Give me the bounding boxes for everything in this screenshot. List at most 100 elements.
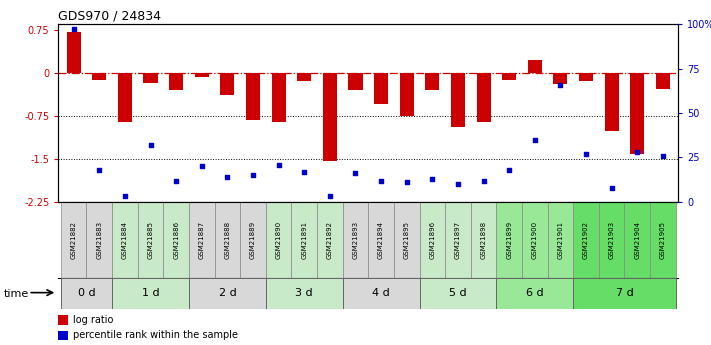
Bar: [343, 202, 368, 278]
Bar: [368, 202, 394, 278]
Text: 7 d: 7 d: [616, 288, 634, 298]
Text: GSM21883: GSM21883: [96, 221, 102, 259]
Point: [580, 151, 592, 157]
Bar: [58, 315, 68, 325]
Text: 4 d: 4 d: [373, 288, 390, 298]
Bar: [87, 202, 112, 278]
Point: [350, 171, 361, 176]
Bar: [272, 73, 286, 121]
Bar: [630, 73, 644, 154]
Point: [171, 178, 182, 183]
Text: GSM21885: GSM21885: [147, 221, 154, 259]
Text: GSM21902: GSM21902: [583, 221, 589, 259]
Point: [555, 82, 566, 87]
Bar: [323, 73, 337, 160]
Bar: [656, 73, 670, 89]
Point: [631, 149, 643, 155]
Point: [196, 164, 208, 169]
Point: [145, 142, 156, 148]
Bar: [419, 202, 445, 278]
Text: GSM21904: GSM21904: [634, 221, 641, 259]
Bar: [471, 202, 496, 278]
Bar: [348, 73, 363, 90]
Text: GSM21900: GSM21900: [532, 221, 538, 259]
Bar: [502, 73, 516, 80]
Bar: [599, 202, 624, 278]
Point: [299, 169, 310, 174]
Bar: [573, 278, 675, 309]
Point: [529, 137, 540, 142]
Bar: [189, 202, 215, 278]
Bar: [573, 202, 599, 278]
Bar: [553, 73, 567, 84]
Point: [324, 194, 336, 199]
Bar: [164, 202, 189, 278]
Point: [606, 185, 617, 190]
Text: GSM21884: GSM21884: [122, 221, 128, 259]
Bar: [58, 331, 68, 340]
Text: GSM21893: GSM21893: [353, 221, 358, 259]
Bar: [650, 202, 675, 278]
Text: GSM21897: GSM21897: [455, 221, 461, 259]
Bar: [138, 202, 164, 278]
Bar: [189, 278, 266, 309]
Bar: [476, 73, 491, 121]
Bar: [61, 202, 87, 278]
Text: GSM21899: GSM21899: [506, 221, 512, 259]
Point: [452, 181, 464, 187]
Text: 3 d: 3 d: [296, 288, 313, 298]
Point: [657, 153, 668, 158]
Bar: [343, 278, 419, 309]
Bar: [451, 73, 465, 127]
Bar: [61, 278, 112, 309]
Point: [427, 176, 438, 181]
Text: GSM21888: GSM21888: [225, 221, 230, 259]
Point: [119, 194, 131, 199]
Text: GSM21887: GSM21887: [199, 221, 205, 259]
Text: GSM21903: GSM21903: [609, 221, 615, 259]
Bar: [547, 202, 573, 278]
Text: GSM21896: GSM21896: [429, 221, 435, 259]
Text: 1 d: 1 d: [141, 288, 159, 298]
Bar: [240, 202, 266, 278]
Text: GSM21895: GSM21895: [404, 221, 410, 259]
Text: GSM21891: GSM21891: [301, 221, 307, 259]
Bar: [215, 202, 240, 278]
Text: GSM21890: GSM21890: [276, 221, 282, 259]
Bar: [317, 202, 343, 278]
Bar: [624, 202, 650, 278]
Bar: [522, 202, 547, 278]
Bar: [528, 60, 542, 73]
Text: log ratio: log ratio: [73, 315, 113, 325]
Bar: [246, 73, 260, 120]
Text: GDS970 / 24834: GDS970 / 24834: [58, 10, 161, 23]
Point: [247, 172, 259, 178]
Point: [68, 27, 80, 32]
Text: GSM21889: GSM21889: [250, 221, 256, 259]
Text: time: time: [4, 289, 29, 299]
Text: percentile rank within the sample: percentile rank within the sample: [73, 331, 237, 340]
Bar: [118, 73, 132, 121]
Bar: [292, 202, 317, 278]
Bar: [496, 202, 522, 278]
Text: 6 d: 6 d: [526, 288, 544, 298]
Text: GSM21892: GSM21892: [327, 221, 333, 259]
Bar: [67, 32, 81, 73]
Point: [94, 167, 105, 172]
Bar: [425, 73, 439, 90]
Text: 0 d: 0 d: [77, 288, 95, 298]
Text: GSM21894: GSM21894: [378, 221, 384, 259]
Point: [401, 179, 412, 185]
Bar: [112, 202, 138, 278]
Point: [222, 174, 233, 180]
Bar: [400, 73, 414, 116]
Point: [503, 167, 515, 172]
Bar: [169, 73, 183, 90]
Point: [273, 162, 284, 167]
Point: [478, 178, 489, 183]
Text: 2 d: 2 d: [218, 288, 236, 298]
Bar: [496, 278, 573, 309]
Bar: [374, 73, 388, 105]
Bar: [604, 73, 619, 131]
Bar: [297, 73, 311, 81]
